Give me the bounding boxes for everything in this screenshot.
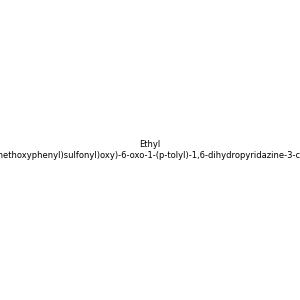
Text: Ethyl 4-(((2,5-dimethoxyphenyl)sulfonyl)oxy)-6-oxo-1-(p-tolyl)-1,6-dihydropyrida: Ethyl 4-(((2,5-dimethoxyphenyl)sulfonyl)…: [0, 140, 300, 160]
